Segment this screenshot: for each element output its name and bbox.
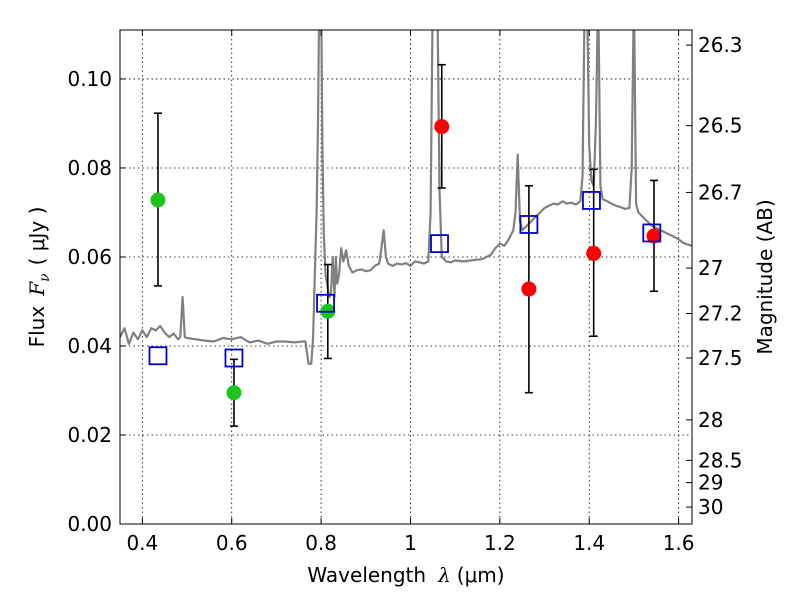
- tick-marks: [120, 30, 692, 525]
- y2-tick-label: 29: [698, 471, 723, 495]
- model-flux-square: [582, 191, 601, 210]
- x-tick-label: 1.4: [573, 531, 605, 555]
- y-axis-label: FluxFν( μJy ): [25, 207, 53, 348]
- y-tick-label: 0.02: [67, 423, 112, 447]
- model-flux-square: [148, 346, 168, 366]
- photometry-point: [434, 119, 450, 135]
- y2-tick-label: 28: [698, 408, 723, 432]
- y2-tick-label: 27.5: [698, 346, 743, 370]
- x-tick-label: 1.2: [484, 531, 516, 555]
- y2-tick-label: 30: [698, 495, 723, 519]
- spectrum-line: [120, 30, 692, 365]
- model-flux-square: [430, 234, 449, 254]
- y2-tick-label: 26.7: [698, 180, 743, 204]
- y2-tick-label: 26.3: [698, 33, 743, 57]
- x-axis-label: Wavelength λ (μm): [307, 563, 504, 587]
- marker-layer: [148, 63, 662, 427]
- x-tick-label: 1: [404, 531, 417, 555]
- y2-tick-label: 28.5: [698, 448, 743, 472]
- model-flux-square: [224, 348, 244, 368]
- y-tick-label: 0.08: [67, 156, 112, 180]
- y2-tick-label: 27.2: [698, 301, 743, 325]
- x-tick-label: 0.4: [126, 531, 158, 555]
- x-tick-label: 0.8: [305, 531, 337, 555]
- tick-labels: 0.4 0.6 0.8 1 1.2 1.4 1.6 0.00 0.02 0.04 0.06 0.08 0…: [67, 33, 742, 555]
- photometry-point: [226, 385, 242, 401]
- x-tick-label: 0.6: [216, 531, 248, 555]
- y-tick-label: 0.10: [67, 67, 112, 91]
- data-layer: [120, 30, 692, 365]
- y2-axis-label: Magnitude (AB): [753, 199, 777, 354]
- y2-tick-label: 27: [698, 256, 723, 280]
- y-tick-label: 0.06: [67, 245, 112, 269]
- plot-frame: [119, 29, 693, 525]
- model-flux-square: [642, 223, 662, 243]
- y-tick-label: 0.00: [67, 512, 112, 536]
- x-tick-label: 1.6: [663, 531, 695, 555]
- model-flux-square: [519, 215, 539, 234]
- y-tick-label: 0.04: [67, 334, 112, 358]
- photometry-point: [646, 228, 662, 244]
- y2-tick-label: 26.5: [698, 114, 743, 138]
- plot-area: [120, 30, 692, 524]
- photometry-point: [586, 245, 602, 261]
- photometry-point: [150, 192, 166, 208]
- model-flux-square: [316, 293, 335, 313]
- photometry-point: [521, 281, 537, 297]
